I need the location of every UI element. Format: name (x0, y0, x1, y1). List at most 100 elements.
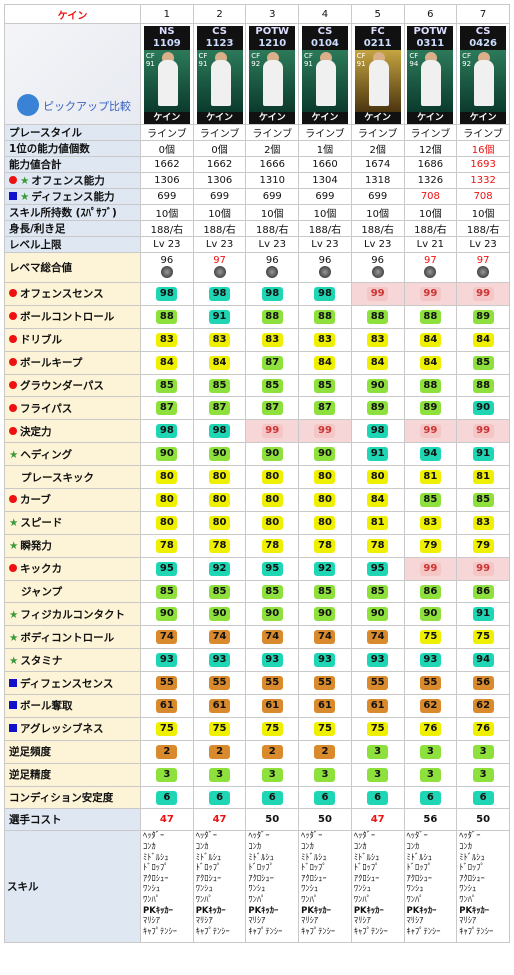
stat-cell: 6 (245, 785, 300, 810)
red-dot-icon (9, 335, 17, 344)
skill-item: ｱｸﾛｼｭｰ (143, 873, 169, 884)
stat-label-text: フライパス (20, 402, 73, 415)
player-card[interactable]: POTW 0311 CF 94 ケイン (407, 26, 454, 124)
info-value: 1693 (456, 156, 510, 173)
stat-cell: 55 (245, 671, 300, 696)
card-date: 0311 (416, 38, 445, 49)
info-value: 1662 (140, 156, 194, 173)
user-avatar-icon (17, 94, 39, 116)
red-dot-icon (9, 426, 17, 435)
stat-cell: 84 (140, 350, 194, 375)
stat-cell: 56 (456, 671, 510, 696)
player-card[interactable]: CS 0426 CF 92 ケイン (460, 26, 507, 124)
player-card[interactable]: FC 0211 CF 91 ケイン (354, 26, 401, 124)
card-player-name: ケイン (416, 113, 444, 123)
stat-label: ドリブル (4, 327, 141, 352)
player-card[interactable]: NS 1109 CF 91 ケイン (143, 26, 190, 124)
rebema-value: 97 (456, 252, 510, 283)
stat-label-text: ヘディング (20, 448, 73, 461)
stat-value: 78 (209, 538, 231, 553)
info-value: Lv 23 (350, 236, 405, 253)
stat-row: カーブ 80 80 80 80 84 85 85 (4, 488, 510, 512)
info-label: 身長/利き足 (4, 220, 141, 237)
card-player-name: ケイン (206, 113, 233, 123)
stat-value: 90 (314, 447, 336, 462)
skill-item: ﾄﾞﾛｯﾌﾟ (248, 863, 274, 874)
skill-item: ｷｬﾌﾟﾃﾝｼｰ (406, 926, 441, 937)
stat-cell: 80 (140, 465, 194, 490)
info-value: 1660 (298, 156, 352, 173)
player-card[interactable]: CS 1123 CF 91 ケイン (196, 26, 243, 124)
skill-item: ｺﾝｶ (248, 842, 262, 853)
stat-value: 55 (209, 676, 231, 691)
stat-label: 決定力 (4, 419, 141, 444)
stat-row: 逆足精度 3 3 3 3 3 3 3 (4, 762, 510, 787)
stat-cell: 83 (298, 327, 352, 352)
rebema-number: 97 (424, 254, 437, 266)
stat-cell: 3 (403, 739, 458, 764)
stat-value: 76 (472, 721, 494, 736)
stat-label-text: ボール奪取 (20, 700, 73, 713)
skill-item: PKｷｯｶｰ (143, 905, 173, 916)
player-card[interactable]: CS 0104 CF 91 ケイン (301, 26, 348, 124)
star-icon: ★ (9, 608, 19, 621)
stat-cell: 92 (298, 556, 352, 581)
skill-item: ﾍｯﾀﾞｰ (143, 831, 165, 842)
info-value: 12個 (403, 140, 458, 157)
stat-cell: 75 (245, 716, 300, 741)
stat-cell: 88 (403, 304, 458, 329)
stat-value: 90 (156, 447, 178, 462)
pickup-compare-link[interactable]: ピックアップ比較 (17, 94, 137, 118)
card-rating: 94 (409, 60, 419, 68)
skill-item: ﾏﾘｼｱ (353, 916, 371, 927)
info-value: 699 (140, 188, 194, 205)
stat-row: ドリブル 83 83 83 83 83 84 84 (4, 327, 510, 352)
info-value: Lv 23 (140, 236, 194, 253)
card-cell: NS 1109 CF 91 ケイン (140, 23, 194, 125)
stat-cell: 78 (298, 533, 352, 558)
stat-row: グラウンダーパス 85 85 85 85 90 88 88 (4, 373, 510, 398)
info-value: ラインブ (403, 124, 458, 141)
stat-row: オフェンスセンス 98 98 98 98 99 99 99 (4, 282, 510, 306)
stat-value: 88 (261, 309, 283, 324)
skill-item: ﾐﾄﾞﾙｼｭ (353, 852, 380, 863)
stat-value: 84 (209, 355, 231, 370)
stat-value: 85 (472, 492, 494, 507)
stat-value: 6 (156, 790, 178, 805)
stat-value: 87 (314, 401, 336, 416)
stat-value: 89 (419, 401, 441, 416)
skill-item: ﾍｯﾀﾞｰ (353, 831, 376, 842)
info-value: ラインブ (192, 124, 247, 141)
info-row: 能力値合計 1662 1662 1666 1660 1674 1686 1693 (4, 156, 510, 173)
stat-cell: 81 (456, 465, 510, 490)
stat-value: 75 (156, 721, 178, 736)
stat-cell: 84 (403, 350, 458, 375)
skills-cell: ﾍｯﾀﾞｰ ｺﾝｶ ﾐﾄﾞﾙｼｭ ﾄﾞﾛｯﾌﾟ ｱｸﾛｼｭｰ ﾜﾝｼｭ ﾜﾝﾊﾟ PKｷｯｶｰ… (403, 830, 458, 944)
skill-item: ﾍｯﾀﾞｰ (301, 831, 323, 842)
stat-cell: 95 (350, 556, 405, 581)
card-player-name: ケイン (311, 113, 339, 123)
column-number: 7 (456, 4, 510, 24)
stat-value: 88 (314, 309, 336, 324)
skill-item: ﾜﾝｼｭ (459, 884, 477, 895)
player-body (368, 60, 389, 106)
stat-value: 83 (156, 332, 178, 347)
stat-value: 93 (367, 653, 389, 668)
stat-value: 2 (156, 744, 178, 759)
stat-value: 80 (314, 492, 336, 507)
card-position: CF 91 (356, 52, 366, 68)
skill-item: PKｷｯｶｰ (459, 905, 490, 916)
stat-cell: 85 (456, 488, 510, 512)
info-value: 1306 (140, 172, 194, 189)
stat-label: キックカ (4, 556, 141, 581)
card-cell: POTW 1210 CF 92 ケイン (245, 23, 300, 125)
player-card[interactable]: POTW 1210 CF 92 ケイン (249, 26, 296, 124)
stat-label: コンディション安定度 (4, 785, 141, 810)
stat-cell: 80 (192, 510, 247, 535)
skill-item: ﾜﾝﾊﾟ (301, 895, 319, 906)
card-player-name: ケイン (364, 113, 392, 123)
stat-value: 85 (472, 355, 494, 370)
stat-cell: 87 (245, 350, 300, 375)
rebema-number: 96 (371, 254, 385, 266)
card-type: NS (159, 26, 175, 37)
